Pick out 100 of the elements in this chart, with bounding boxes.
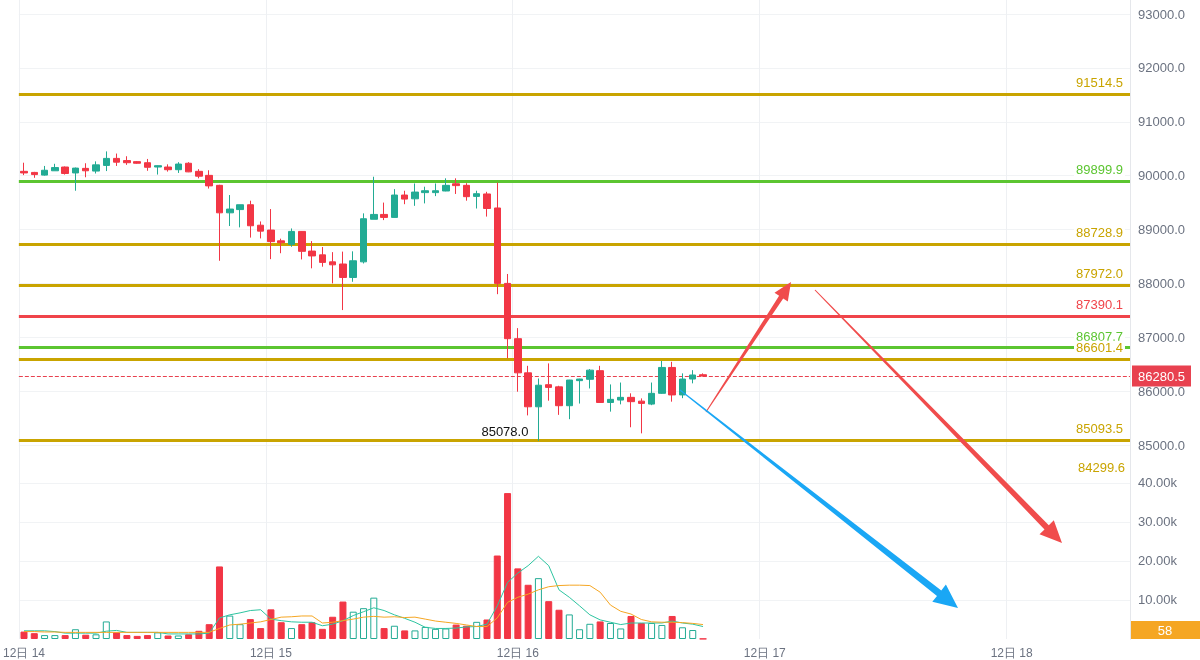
candlestick — [483, 191, 491, 218]
candlestick — [226, 194, 234, 227]
y-tick-label: 87000.0 — [1138, 329, 1185, 345]
candlestick — [349, 250, 357, 283]
bar — [318, 628, 326, 639]
bar — [30, 633, 38, 639]
candlestick — [627, 392, 635, 428]
y2-tick-label: 30.00k — [1138, 514, 1178, 530]
bar — [514, 568, 522, 639]
bar — [606, 623, 614, 639]
bar — [380, 628, 388, 639]
y-tick-label: 93000.0 — [1138, 6, 1185, 22]
candlestick — [421, 186, 429, 204]
candlestick — [370, 176, 378, 220]
candlestick — [113, 153, 120, 167]
candlestick — [452, 177, 460, 195]
candlestick — [504, 273, 511, 359]
ref-line-label: 86280.5 — [1138, 368, 1185, 384]
bar — [689, 630, 697, 639]
bar — [133, 635, 141, 639]
bar — [102, 621, 110, 639]
y-tick-label: 85000.0 — [1138, 437, 1185, 453]
bar — [432, 628, 440, 639]
y2-tick-label: 20.00k — [1138, 553, 1178, 569]
y2-tick-label: 40.00k — [1138, 475, 1178, 491]
annotation: 84299.6 — [1078, 460, 1126, 476]
bar — [658, 624, 666, 639]
bar — [586, 623, 594, 639]
candlestick — [277, 238, 285, 254]
candlestick — [535, 378, 542, 442]
bar — [411, 630, 419, 639]
bar — [473, 621, 481, 639]
bar — [257, 628, 265, 639]
bar — [504, 493, 512, 639]
annotation: 85078.0 — [481, 424, 529, 440]
candlestick — [103, 150, 110, 172]
ref-line-label: 87390.1 — [1076, 297, 1123, 313]
candlestick — [41, 165, 48, 177]
candlestick — [144, 158, 151, 172]
ref-line-label: 91514.5 — [1076, 75, 1123, 91]
ref-line-label: 85093.5 — [1076, 421, 1123, 436]
bar — [20, 631, 28, 639]
candlestick — [617, 382, 624, 405]
bar — [596, 621, 604, 639]
bar — [61, 635, 69, 639]
y-tick-label: 89000.0 — [1138, 222, 1185, 238]
candlestick — [442, 177, 450, 192]
bar — [401, 630, 409, 639]
candlestick — [391, 188, 398, 219]
bar — [154, 632, 162, 639]
x-tick-label: 12日 14 — [2, 646, 46, 660]
candlestick — [411, 182, 419, 207]
line-series — [23, 555, 704, 635]
y-tick-label: 90000.0 — [1138, 168, 1185, 184]
bar — [524, 584, 532, 639]
x-tick-label: 12日 16 — [496, 646, 540, 660]
bar — [349, 611, 357, 639]
y-tick-label: 88000.0 — [1138, 275, 1185, 291]
y2-tick-label: 10.00k — [1138, 592, 1178, 608]
candlestick — [329, 251, 336, 284]
candlestick — [20, 162, 28, 176]
candlestick — [205, 169, 213, 190]
candlestick — [216, 184, 223, 262]
candlestick — [247, 200, 254, 239]
bar — [360, 608, 368, 639]
bar — [370, 597, 378, 639]
candlestick — [380, 202, 388, 221]
candlestick — [494, 182, 501, 295]
bar — [236, 624, 244, 639]
bar — [41, 635, 49, 639]
candlestick — [339, 251, 347, 311]
candlestick — [432, 182, 439, 197]
bar — [555, 609, 563, 639]
bar — [390, 625, 398, 639]
candlestick — [360, 212, 367, 264]
candlestick — [566, 379, 573, 420]
bar — [308, 622, 316, 639]
bar — [215, 566, 223, 639]
candlestick — [463, 182, 470, 202]
candlestick — [319, 246, 326, 268]
bar — [288, 628, 295, 639]
candlestick — [288, 227, 295, 248]
candlestick — [689, 369, 696, 384]
bar — [143, 635, 151, 639]
candlestick — [92, 160, 100, 174]
candlestick — [308, 240, 316, 269]
candlestick — [401, 190, 408, 205]
bar — [678, 627, 686, 639]
candlestick — [236, 204, 244, 228]
bar — [277, 622, 285, 639]
bar — [421, 626, 429, 639]
bar — [668, 615, 676, 639]
bar — [246, 619, 254, 639]
bar — [298, 624, 306, 639]
bar — [493, 555, 501, 639]
candlestick — [61, 165, 69, 176]
bar — [534, 578, 542, 639]
ref-line-label: 88728.9 — [1076, 225, 1123, 241]
bar — [442, 628, 450, 639]
candlestick — [82, 162, 89, 178]
